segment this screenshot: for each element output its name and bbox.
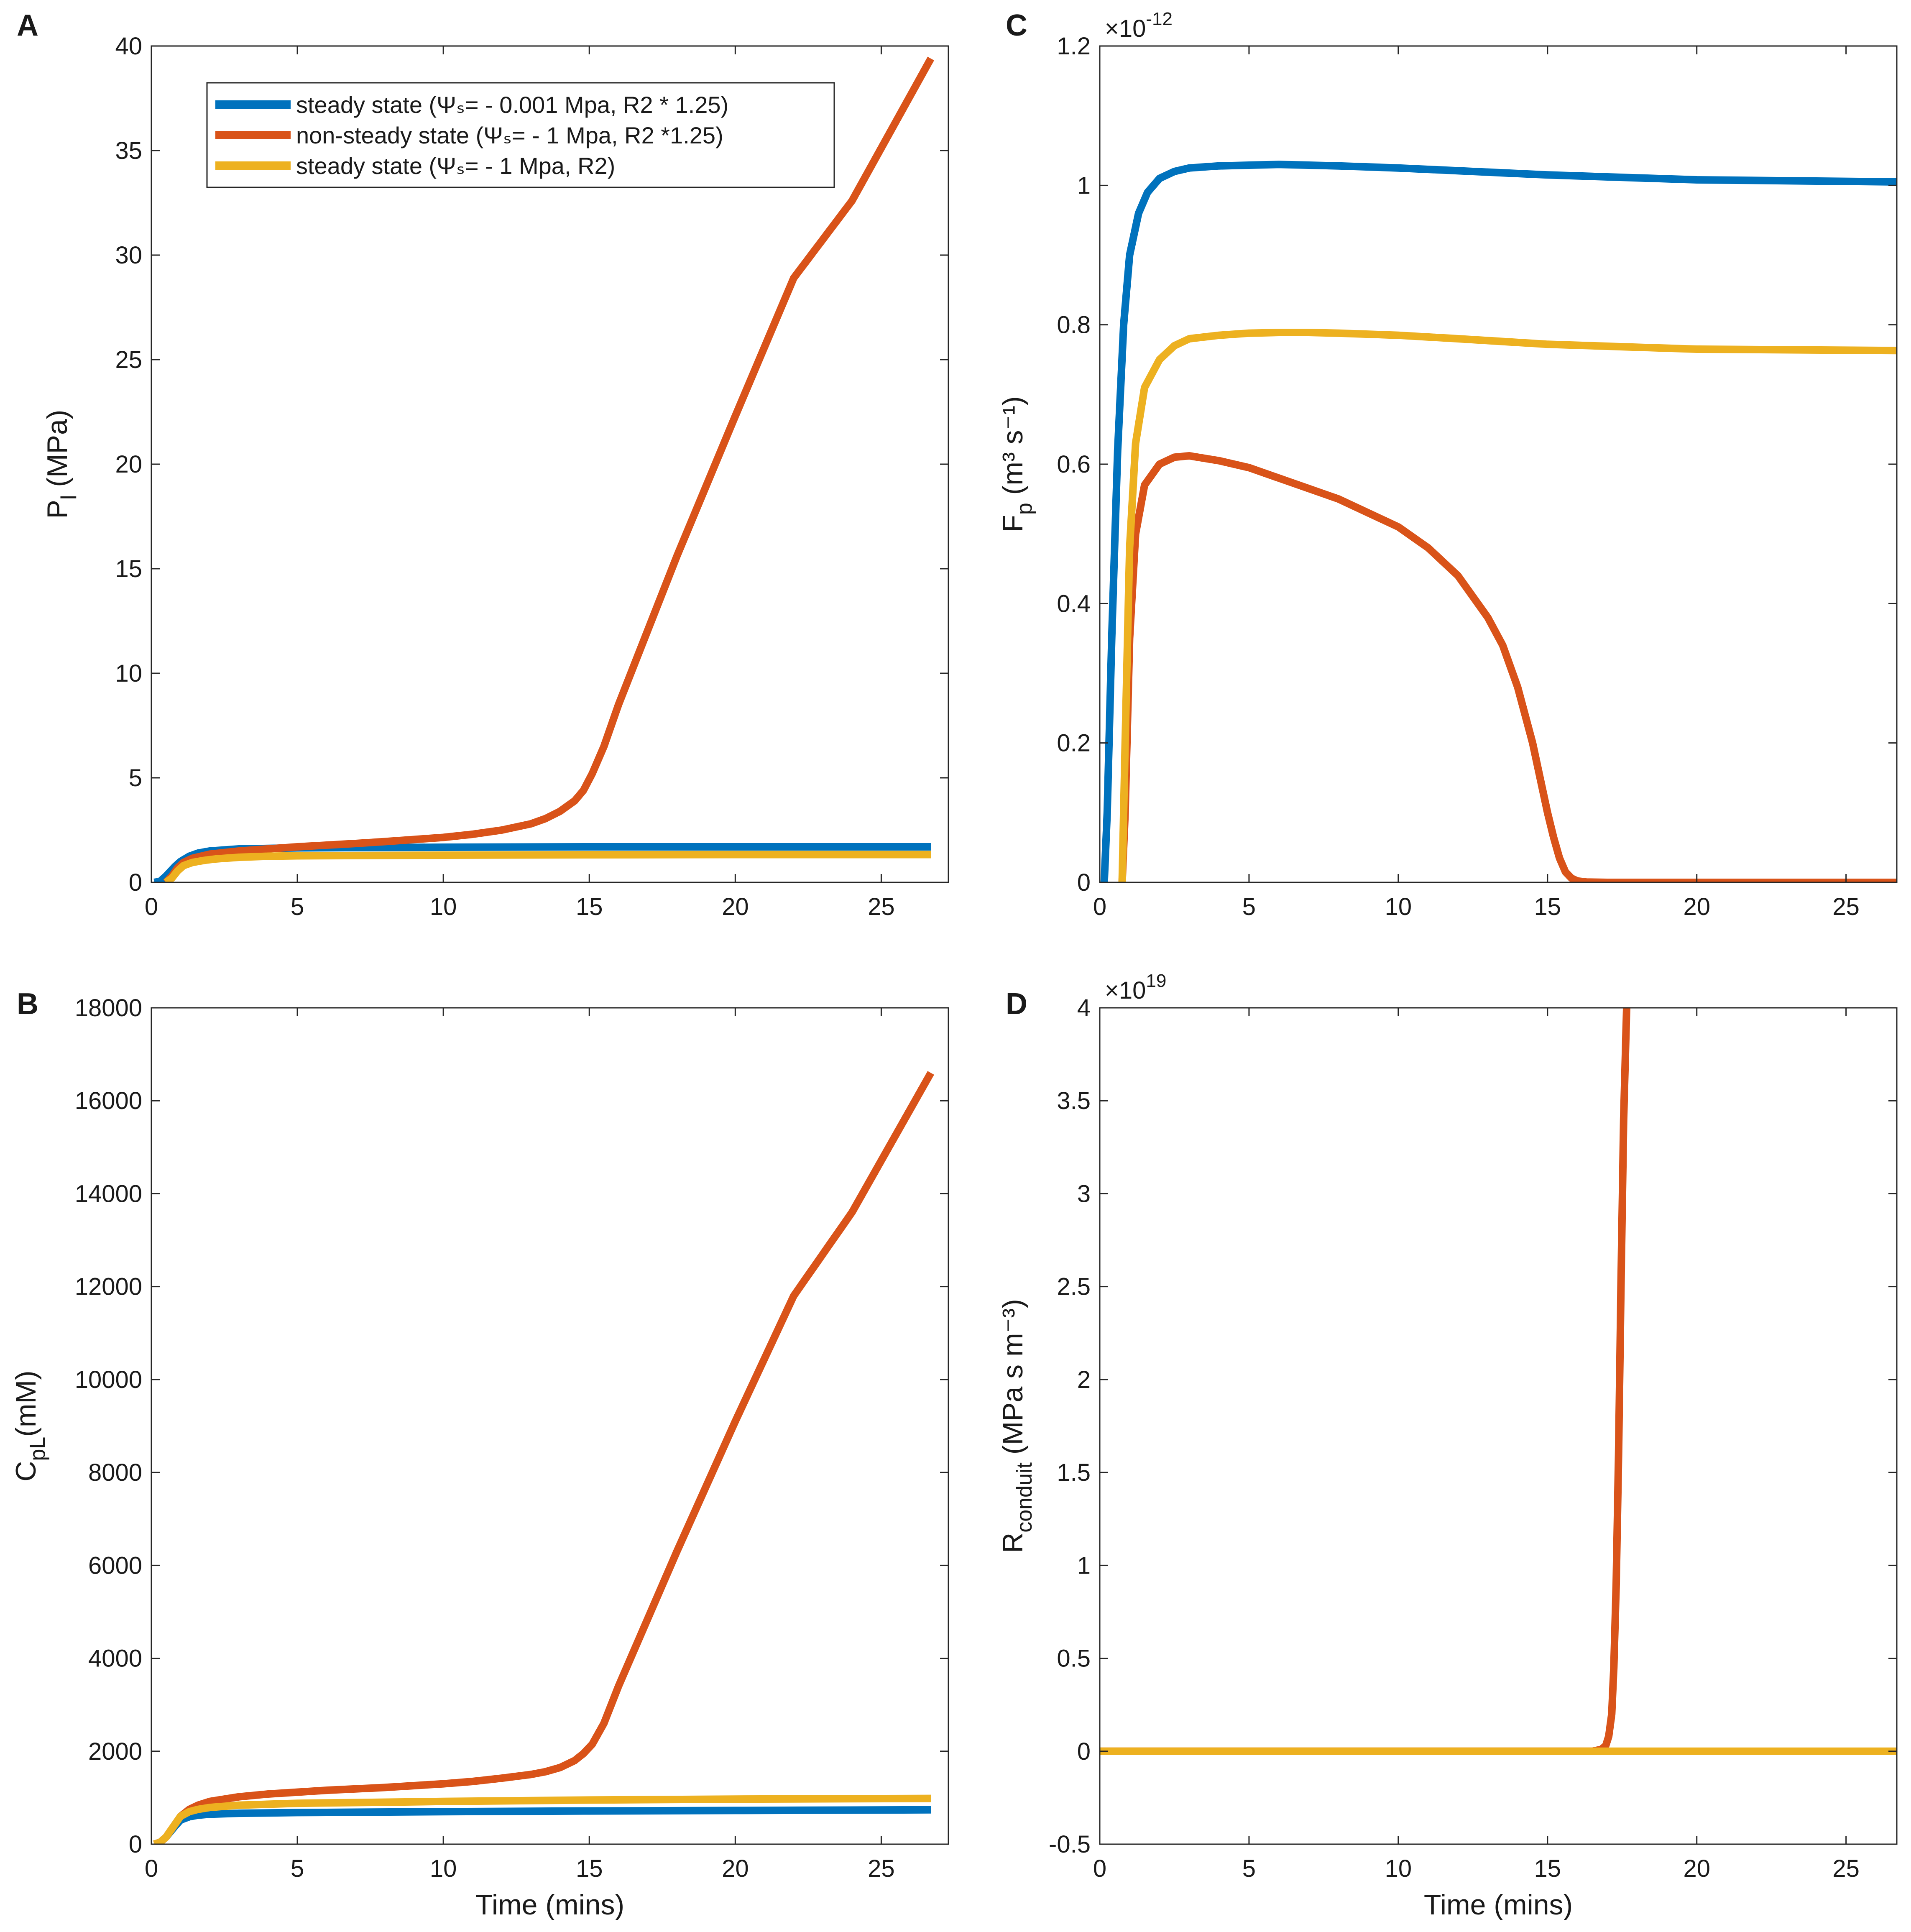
series-group-c	[1100, 161, 1897, 882]
y-tick-label-c: 0.2	[1057, 730, 1091, 757]
y-axis-label-d: Rconduit (MPa s m⁻³)	[997, 1299, 1037, 1553]
x-tick-label-a: 20	[722, 893, 749, 920]
plot-area-d	[1100, 1008, 1897, 1844]
y-tick-label-b: 4000	[88, 1645, 142, 1672]
y-tick-label-a: 35	[115, 137, 142, 164]
x-tick-label-b: 15	[576, 1855, 603, 1882]
y-axis-label-b: CpL(mM)	[10, 1370, 50, 1482]
legend-entry-yellow: steady state (Ψₛ= - 1 Mpa, R2)	[296, 153, 615, 179]
series-group-a	[153, 56, 934, 882]
legend: steady state (Ψₛ= - 0.001 Mpa, R2 * 1.25…	[206, 82, 835, 188]
series-line-yellow-a	[164, 851, 931, 882]
y-tick-label-a: 0	[129, 869, 142, 896]
y-tick-label-d: 4	[1077, 994, 1091, 1022]
series-group-d	[1100, 1008, 1897, 1755]
panel-letter-b: B	[17, 987, 38, 1021]
x-tick-label-a: 25	[868, 893, 895, 920]
x-tick-label-d: 0	[1093, 1855, 1106, 1882]
x-tick-label-c: 15	[1534, 893, 1561, 920]
y-tick-label-b: 2000	[88, 1738, 142, 1765]
x-tick-label-c: 25	[1832, 893, 1860, 920]
legend-box	[206, 82, 835, 188]
y-axis-label-c: Fp (m³ s⁻¹)	[997, 396, 1037, 532]
y-tick-label-d: 0.5	[1057, 1645, 1091, 1672]
x-tick-label-d: 5	[1242, 1855, 1256, 1882]
x-tick-label-b: 0	[145, 1855, 158, 1882]
y-tick-label-b: 14000	[75, 1180, 142, 1207]
x-tick-label-a: 15	[576, 893, 603, 920]
y-tick-label-d: 3	[1077, 1180, 1091, 1207]
axes-frame-d	[1099, 1007, 1898, 1845]
y-tick-label-c: 0	[1077, 869, 1091, 896]
panel-letter-a: A	[17, 9, 38, 42]
panel-letter-d: D	[1006, 987, 1027, 1021]
y-tick-label-a: 30	[115, 242, 142, 269]
y-tick-label-b: 8000	[88, 1459, 142, 1486]
y-tick-label-b: 18000	[75, 994, 142, 1022]
x-tick-label-d: 15	[1534, 1855, 1561, 1882]
x-tick-label-b: 20	[722, 1855, 749, 1882]
x-tick-label-c: 10	[1385, 893, 1412, 920]
y-tick-label-d: 3.5	[1057, 1087, 1091, 1114]
y-tick-label-c: 0.4	[1057, 590, 1091, 617]
x-tick-label-a: 10	[430, 893, 457, 920]
legend-entry-orange: non-steady state (Ψₛ= - 1 Mpa, R2 *1.25)	[296, 122, 723, 148]
x-axis-label-b: Time (mins)	[475, 1889, 624, 1921]
x-tick-label-a: 5	[291, 893, 304, 920]
y-tick-label-d: 2	[1077, 1366, 1091, 1393]
y-tick-label-b: 10000	[75, 1366, 142, 1393]
y-tick-label-d: 1.5	[1057, 1459, 1091, 1486]
plot-area-b	[151, 1008, 948, 1844]
x-tick-label-d: 25	[1832, 1855, 1860, 1882]
y-tick-label-b: 12000	[75, 1273, 142, 1301]
series-group-b	[153, 1071, 934, 1844]
y-tick-label-d: 2.5	[1057, 1273, 1091, 1301]
y-tick-label-a: 5	[129, 764, 142, 792]
y-tick-label-b: 6000	[88, 1552, 142, 1579]
x-tick-label-b: 25	[868, 1855, 895, 1882]
y-tick-label-c: 1	[1077, 172, 1091, 199]
y-tick-label-a: 15	[115, 555, 142, 583]
axes-frame-b	[151, 1007, 949, 1845]
y-tick-label-c: 0.6	[1057, 451, 1091, 478]
x-axis-label-d: Time (mins)	[1424, 1889, 1573, 1921]
y-tick-label-c: 0.8	[1057, 312, 1091, 339]
x-tick-label-d: 10	[1385, 1855, 1412, 1882]
x-tick-label-c: 0	[1093, 893, 1106, 920]
series-line-orange-a	[163, 56, 934, 882]
y-tick-label-c: 1.2	[1057, 33, 1091, 60]
series-line-yellow-c	[1118, 329, 1897, 882]
axis-exponent-d: ×1019	[1105, 971, 1166, 1004]
y-tick-label-d: -0.5	[1049, 1831, 1091, 1858]
series-line-yellow-b	[153, 1794, 931, 1844]
series-line-blue-c	[1100, 161, 1897, 882]
legend-entry-blue: steady state (Ψₛ= - 0.001 Mpa, R2 * 1.25…	[296, 92, 728, 118]
axis-exponent-c: ×10-12	[1105, 9, 1173, 42]
y-tick-label-b: 16000	[75, 1087, 142, 1114]
x-tick-label-c: 20	[1683, 893, 1710, 920]
panel-d-resistance-chart: 0 5 10 15 20 25-0.500.511.522.533.54×1019Time…	[997, 971, 1898, 1921]
y-tick-label-b: 0	[129, 1831, 142, 1858]
x-tick-label-b: 10	[430, 1855, 457, 1882]
y-axis-label-a: Pl (MPa)	[41, 410, 81, 519]
y-tick-label-d: 1	[1077, 1552, 1091, 1579]
y-tick-label-a: 10	[115, 660, 142, 687]
panel-c-flux-chart: 0 5 10 15 20 25 0 0.2 0.4 0.6 0.8 1 1.2 ×10-12 Fp (m³ …	[997, 9, 1898, 920]
y-tick-label-a: 20	[115, 451, 142, 478]
y-tick-label-d: 0	[1077, 1738, 1091, 1765]
panel-letter-c: C	[1006, 9, 1027, 42]
series-line-orange-c	[1118, 452, 1897, 882]
x-tick-label-d: 20	[1683, 1855, 1710, 1882]
x-tick-label-c: 5	[1242, 893, 1256, 920]
x-tick-label-b: 5	[291, 1855, 304, 1882]
x-tick-label-a: 0	[145, 893, 158, 920]
panel-b-concentration-chart: 0 5 10 15 20 25 0 2000 4000 6000 8000 10000 12000 140…	[10, 994, 949, 1921]
y-tick-label-a: 40	[115, 33, 142, 60]
y-tick-label-a: 25	[115, 346, 142, 373]
